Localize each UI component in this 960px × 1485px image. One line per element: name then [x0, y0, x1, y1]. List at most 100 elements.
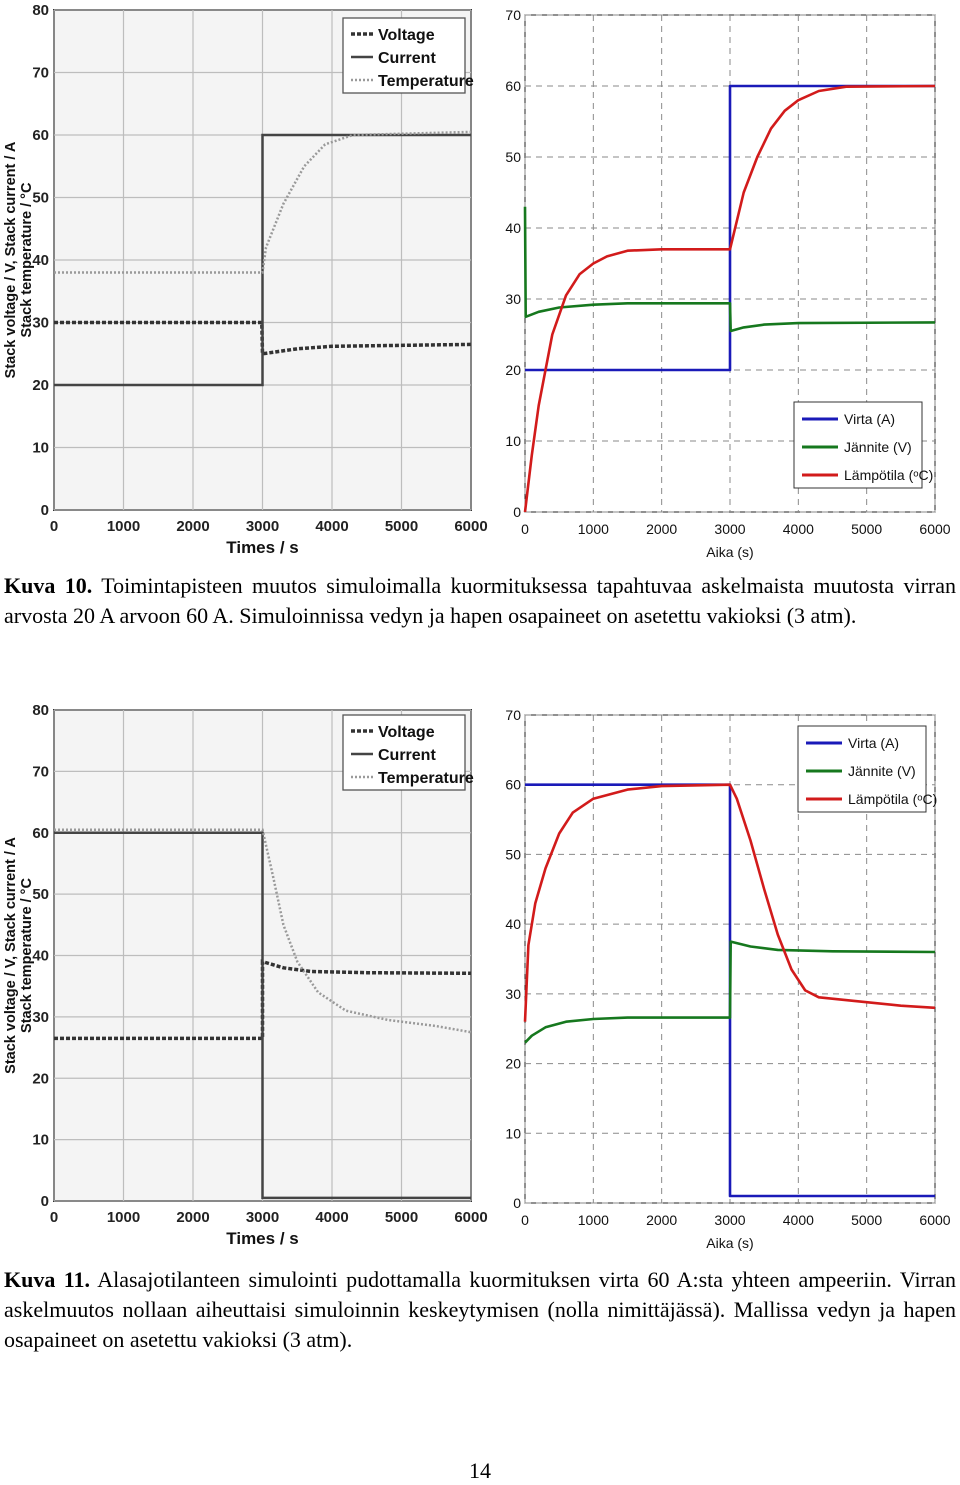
x-tick-label: 3000 — [246, 1209, 279, 1226]
series-line-voltage — [523, 206, 936, 333]
x-tick-label: 0 — [521, 521, 529, 537]
legend-label: Current — [378, 50, 436, 67]
x-tick-label: 1000 — [578, 1212, 609, 1228]
y-tick-label: 30 — [32, 315, 49, 332]
y-tick-label: 40 — [32, 252, 49, 269]
x-tick-label: 1000 — [578, 521, 609, 537]
y-tick-label: 50 — [505, 846, 521, 862]
figure-caption-11: Kuva 11. Alasajotilanteen simulointi pud… — [4, 1265, 956, 1355]
y-tick-label: 60 — [32, 127, 49, 144]
y-tick-label: 40 — [505, 220, 521, 236]
x-tick-label: 6000 — [919, 521, 950, 537]
y-tick-label: 20 — [505, 362, 521, 378]
legend-label: Jännite (V) — [848, 763, 916, 779]
x-tick-label: 0 — [50, 1209, 58, 1226]
x-tick-label: 5000 — [385, 1209, 418, 1226]
x-tick-label: 0 — [521, 1212, 529, 1228]
caption-text: Alasajotilanteen simulointi pudottamalla… — [4, 1267, 957, 1352]
series-line-current — [54, 831, 471, 1200]
y-tick-label: 30 — [505, 291, 521, 307]
y-tick-label: 0 — [513, 504, 521, 520]
x-tick-label: 2000 — [176, 518, 209, 535]
y-tick-label: 70 — [32, 65, 49, 82]
y-tick-label: 80 — [32, 702, 49, 719]
x-tick-label: 5000 — [851, 521, 882, 537]
legend-label: Virta (A) — [848, 735, 899, 751]
caption-label: Kuva 11. — [4, 1267, 91, 1292]
y-axis-label: Stack voltage / V, Stack current / A — [3, 837, 19, 1074]
y-tick-label: 20 — [32, 377, 49, 394]
y-tick-label: 0 — [513, 1195, 521, 1211]
y-axis-label-secondary: Stack temperature / °C — [19, 182, 35, 337]
y-tick-label: 0 — [41, 502, 49, 519]
series-line-current — [525, 84, 935, 372]
x-tick-label: 0 — [50, 518, 58, 535]
x-tick-label: 6000 — [454, 518, 487, 535]
legend-label: Voltage — [378, 724, 435, 741]
figure-caption-10: Kuva 10. Toimintapisteen muutos simuloim… — [4, 571, 956, 631]
y-tick-label: 40 — [32, 948, 49, 965]
x-tick-label: 4000 — [315, 518, 348, 535]
series-line-temperature — [54, 828, 472, 1034]
series-line-temperature — [523, 783, 936, 1022]
y-tick-label: 70 — [505, 7, 521, 23]
y-tick-label: 80 — [32, 2, 49, 19]
y-tick-label: 10 — [32, 1132, 49, 1149]
y-tick-label: 60 — [505, 78, 521, 94]
x-tick-label: 3000 — [714, 1212, 745, 1228]
legend-label: Temperature — [378, 73, 474, 90]
x-tick-label: 4000 — [315, 1209, 348, 1226]
y-tick-label: 50 — [32, 190, 49, 207]
series-line-temperature — [523, 84, 936, 513]
page-number: 14 — [469, 1458, 491, 1483]
x-tick-label: 3000 — [246, 518, 279, 535]
chart-current-step-up-simulated: 0 1000 2000 3000 4000 5000 6000 0 10 20 30 40 50 60 70… — [505, 7, 950, 560]
series-line-voltage — [54, 320, 472, 356]
x-tick-label: 5000 — [851, 1212, 882, 1228]
caption-text: Toimintapisteen muutos simuloimalla kuor… — [4, 573, 956, 628]
y-tick-label: 20 — [505, 1056, 521, 1072]
y-axis-label-secondary: Stack temperature / °C — [19, 878, 35, 1033]
y-tick-label: 30 — [32, 1009, 49, 1026]
y-tick-label: 10 — [32, 440, 49, 457]
y-tick-label: 60 — [32, 825, 49, 842]
chart-current-step-up-reference: 0 1000 2000 3000 4000 5000 6000 0 10 20 30 40 50 60 70… — [3, 2, 488, 557]
x-tick-label: 5000 — [385, 518, 418, 535]
x-axis-label: Times / s — [226, 538, 298, 557]
y-axis-label: Stack voltage / V, Stack current / A — [3, 141, 19, 378]
y-tick-label: 20 — [32, 1070, 49, 1087]
legend-label: Lämpötila (ᵒC) — [844, 467, 933, 483]
y-tick-label: 10 — [505, 1125, 521, 1141]
y-tick-label: 50 — [32, 886, 49, 903]
caption-label: Kuva 10. — [4, 573, 93, 598]
x-tick-label: 2000 — [646, 1212, 677, 1228]
chart-shutdown-reference: 0 1000 2000 3000 4000 5000 6000 0 10 20 30 40 50 60 70… — [3, 702, 488, 1248]
x-tick-label: 4000 — [783, 1212, 814, 1228]
x-tick-label: 2000 — [176, 1209, 209, 1226]
x-tick-label: 6000 — [454, 1209, 487, 1226]
chart-shutdown-simulated: 0 1000 2000 3000 4000 5000 6000 0 10 20 30 40 50 60 70… — [505, 707, 950, 1251]
y-tick-label: 50 — [505, 149, 521, 165]
legend-label: Temperature — [378, 770, 474, 787]
x-tick-label: 4000 — [783, 521, 814, 537]
series-line-voltage — [54, 959, 472, 1041]
y-tick-label: 70 — [32, 763, 49, 780]
y-tick-label: 10 — [505, 433, 521, 449]
legend-label: Voltage — [378, 27, 435, 44]
x-tick-label: 1000 — [107, 518, 140, 535]
x-axis-label: Times / s — [226, 1229, 298, 1248]
x-tick-label: 6000 — [919, 1212, 950, 1228]
y-tick-label: 0 — [41, 1193, 49, 1210]
y-tick-label: 60 — [505, 777, 521, 793]
series-line-voltage — [524, 940, 936, 1044]
legend-label: Jännite (V) — [844, 439, 912, 455]
x-tick-label: 2000 — [646, 521, 677, 537]
x-tick-label: 1000 — [107, 1209, 140, 1226]
series-line-temperature — [54, 130, 472, 274]
x-axis-label: Aika (s) — [706, 1235, 753, 1251]
y-tick-label: 30 — [505, 986, 521, 1002]
legend-label: Current — [378, 747, 436, 764]
legend-label: Virta (A) — [844, 411, 895, 427]
x-axis-label: Aika (s) — [706, 544, 753, 560]
x-tick-label: 3000 — [714, 521, 745, 537]
